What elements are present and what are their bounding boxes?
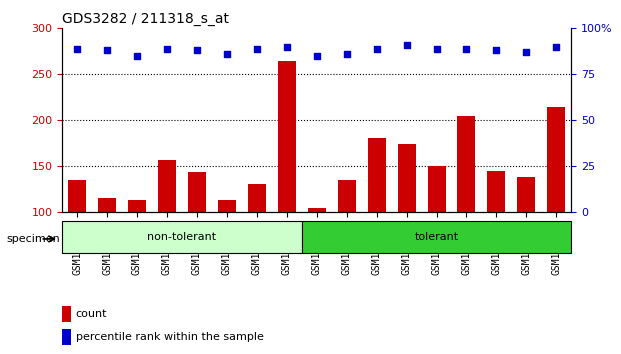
Text: percentile rank within the sample: percentile rank within the sample: [76, 332, 264, 342]
Text: count: count: [76, 309, 107, 319]
Text: GDS3282 / 211318_s_at: GDS3282 / 211318_s_at: [62, 12, 229, 26]
Bar: [218, 200, 236, 212]
Bar: [458, 116, 476, 212]
Bar: [68, 180, 86, 212]
Bar: [397, 144, 415, 212]
Bar: [62, 329, 71, 345]
Text: specimen: specimen: [6, 234, 60, 244]
Point: [72, 46, 82, 51]
Point: [162, 46, 172, 51]
Text: tolerant: tolerant: [414, 232, 458, 242]
Point: [551, 44, 561, 50]
Bar: [308, 208, 325, 212]
Bar: [368, 138, 386, 212]
Point: [282, 44, 292, 50]
Point: [461, 46, 471, 51]
Bar: [487, 171, 505, 212]
Bar: [62, 221, 302, 253]
Point: [312, 53, 322, 59]
Bar: [62, 306, 71, 321]
Point: [192, 47, 202, 53]
Point: [432, 46, 442, 51]
Bar: [98, 198, 116, 212]
Bar: [128, 200, 146, 212]
Bar: [338, 180, 356, 212]
Bar: [188, 172, 206, 212]
Text: non-tolerant: non-tolerant: [147, 232, 217, 242]
Point: [102, 47, 112, 53]
Point: [132, 53, 142, 59]
Bar: [278, 62, 296, 212]
Point: [522, 50, 532, 55]
Bar: [158, 160, 176, 212]
Point: [402, 42, 412, 48]
Bar: [248, 184, 266, 212]
Point: [342, 51, 351, 57]
Point: [222, 51, 232, 57]
Bar: [302, 221, 571, 253]
Bar: [517, 177, 535, 212]
Bar: [427, 166, 445, 212]
Point: [491, 47, 501, 53]
Bar: [547, 107, 565, 212]
Point: [371, 46, 381, 51]
Point: [252, 46, 262, 51]
